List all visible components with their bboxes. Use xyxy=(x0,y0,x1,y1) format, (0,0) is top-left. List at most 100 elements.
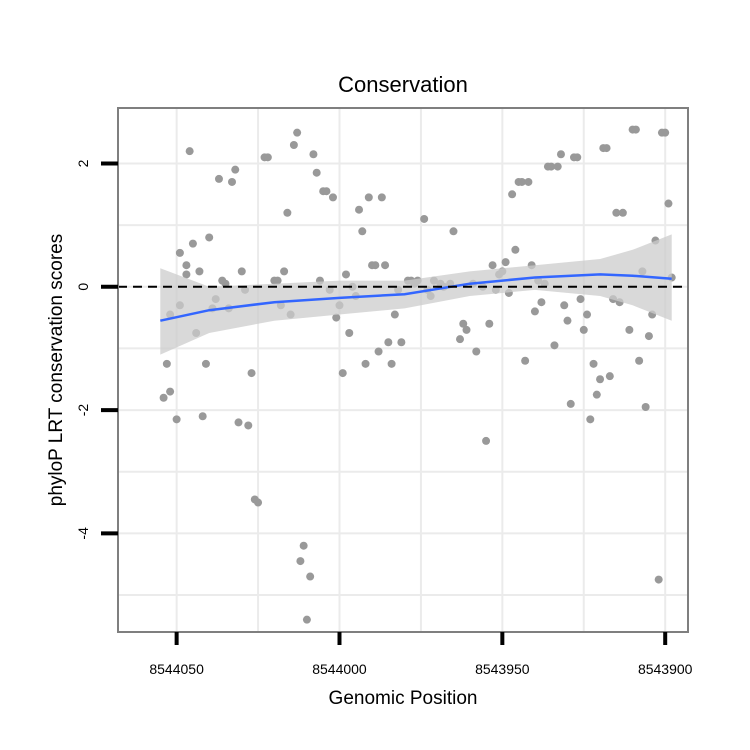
data-point xyxy=(299,541,308,550)
data-point xyxy=(237,267,246,276)
data-point xyxy=(309,150,318,159)
y-axis-title: phyloP LRT conservation scores xyxy=(46,234,67,507)
data-point xyxy=(345,329,354,338)
data-point xyxy=(596,375,605,384)
data-point xyxy=(579,325,588,334)
x-tick-label: 8543900 xyxy=(638,661,693,677)
data-point xyxy=(566,399,575,408)
data-point xyxy=(592,390,601,399)
data-point xyxy=(605,372,614,381)
data-point xyxy=(560,301,569,310)
data-point xyxy=(661,128,670,137)
data-point xyxy=(364,193,373,202)
data-point xyxy=(175,248,184,257)
data-point xyxy=(521,356,530,365)
data-point xyxy=(530,307,539,316)
data-point xyxy=(273,276,282,285)
panel-background xyxy=(118,108,688,632)
data-point xyxy=(397,338,406,347)
data-point xyxy=(221,279,230,288)
data-point xyxy=(361,359,370,368)
data-point xyxy=(550,341,559,350)
data-point xyxy=(602,144,611,153)
data-point xyxy=(576,295,585,304)
chart-title: Conservation xyxy=(338,72,468,97)
data-point xyxy=(302,615,311,624)
data-point xyxy=(556,150,565,159)
data-point xyxy=(517,177,526,186)
data-point xyxy=(508,190,517,199)
data-point xyxy=(280,267,289,276)
data-point xyxy=(201,359,210,368)
data-point xyxy=(631,125,640,134)
data-point xyxy=(459,319,468,328)
data-point xyxy=(387,359,396,368)
data-point xyxy=(482,436,491,445)
data-point xyxy=(159,393,168,402)
data-point xyxy=(231,165,240,174)
data-point xyxy=(537,298,546,307)
data-point xyxy=(182,270,191,279)
data-point xyxy=(283,208,292,217)
data-point xyxy=(312,168,321,177)
confidence-band xyxy=(160,234,672,355)
data-point xyxy=(612,208,621,217)
data-point xyxy=(547,162,556,171)
data-point xyxy=(449,227,458,236)
data-point xyxy=(472,347,481,356)
data-point xyxy=(293,128,302,137)
data-point xyxy=(182,261,191,270)
data-point xyxy=(228,177,236,186)
data-point xyxy=(214,174,223,183)
data-point xyxy=(511,245,520,254)
data-point xyxy=(488,261,497,270)
data-point xyxy=(589,359,598,368)
data-point xyxy=(524,177,533,186)
data-point xyxy=(384,338,393,347)
x-axis-title: Genomic Position xyxy=(329,688,478,709)
data-point xyxy=(583,310,592,319)
data-point xyxy=(185,147,194,156)
data-point xyxy=(390,310,399,319)
data-point xyxy=(296,557,305,566)
data-point xyxy=(644,332,653,341)
data-point xyxy=(485,319,494,328)
panel-border xyxy=(117,107,689,633)
data-point xyxy=(263,153,272,162)
data-point xyxy=(254,498,263,507)
data-point xyxy=(381,261,390,270)
data-point xyxy=(328,193,337,202)
data-point xyxy=(234,418,243,427)
data-point xyxy=(289,140,298,149)
data-point xyxy=(641,402,650,411)
data-point xyxy=(358,227,367,236)
data-point xyxy=(188,239,197,248)
data-point xyxy=(338,369,347,378)
data-point xyxy=(195,267,204,276)
y-tick-label: -2 xyxy=(75,404,91,417)
data-point xyxy=(247,369,256,378)
x-tick-label: 8544000 xyxy=(312,661,367,677)
data-point xyxy=(332,313,341,322)
x-tick-label: 8544050 xyxy=(149,661,204,677)
data-point xyxy=(306,572,315,581)
data-point xyxy=(377,193,386,202)
data-point xyxy=(573,153,582,162)
x-tick-label: 8543950 xyxy=(475,661,530,677)
y-tick-label: -4 xyxy=(75,527,91,540)
data-point xyxy=(166,387,175,396)
y-axis: 2 0 -2 -4 xyxy=(75,159,118,540)
data-point xyxy=(635,356,644,365)
data-point xyxy=(553,162,562,171)
data-point xyxy=(205,233,214,242)
data-point xyxy=(625,325,634,334)
data-point xyxy=(420,214,429,223)
x-axis: 8544050 8544000 8543950 8543900 xyxy=(149,632,693,677)
data-point xyxy=(355,205,364,214)
data-point xyxy=(342,270,350,279)
y-tick-label: 2 xyxy=(75,159,91,167)
data-point xyxy=(322,187,331,196)
data-point xyxy=(172,415,181,424)
data-point xyxy=(198,412,207,421)
